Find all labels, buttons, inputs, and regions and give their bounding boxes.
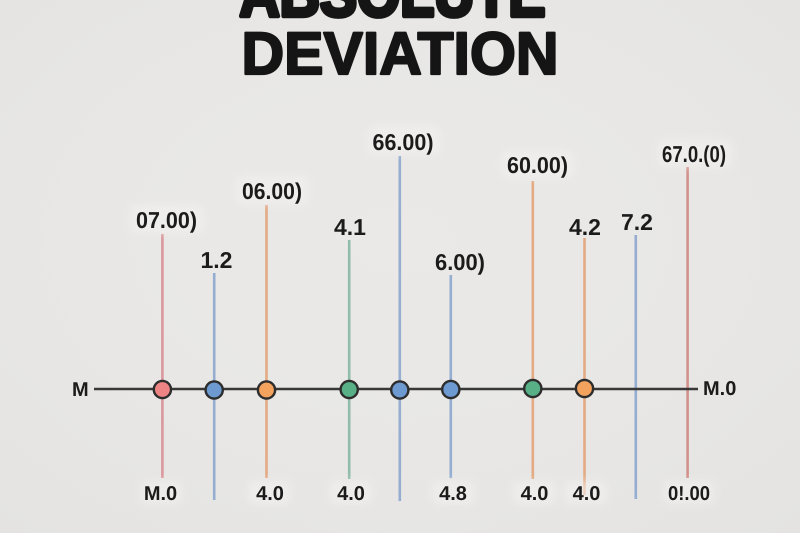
svg-text:M: M [72, 379, 89, 401]
svg-text:4.8: 4.8 [439, 483, 467, 505]
svg-text:7.2: 7.2 [621, 209, 653, 235]
svg-text:67.0.(0): 67.0.(0) [662, 141, 726, 167]
svg-text:0!.00: 0!.00 [668, 483, 710, 505]
svg-text:M.0: M.0 [144, 483, 177, 505]
svg-text:ABSOLUTE: ABSOLUTE [240, 0, 546, 30]
svg-text:4.0: 4.0 [337, 483, 365, 505]
svg-text:4.0: 4.0 [256, 483, 284, 505]
svg-text:6.00): 6.00) [435, 249, 485, 275]
svg-text:4.1: 4.1 [334, 214, 366, 240]
svg-text:4.0: 4.0 [521, 483, 549, 505]
svg-text:1.2: 1.2 [201, 247, 233, 273]
svg-text:60.00): 60.00) [507, 152, 568, 178]
svg-text:M.0: M.0 [703, 378, 736, 400]
svg-text:4.0: 4.0 [573, 483, 601, 505]
svg-text:06.00): 06.00) [242, 178, 302, 204]
svg-text:07.00): 07.00) [136, 207, 197, 233]
svg-text:4.2: 4.2 [569, 214, 601, 240]
svg-text:DEVIATION: DEVIATION [242, 20, 559, 87]
svg-text:66.00): 66.00) [373, 129, 434, 155]
